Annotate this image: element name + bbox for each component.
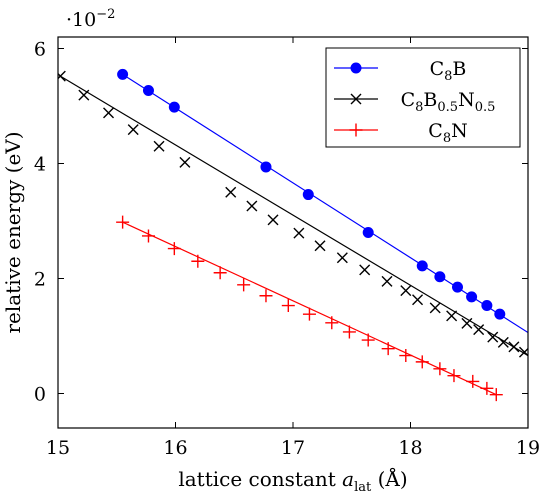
legend: C8B C8B0.5N0.5 C8N xyxy=(325,47,521,148)
x-tick-label: 19 xyxy=(516,437,540,459)
data-point xyxy=(489,388,503,402)
x-axis-title: lattice constant alat (Å) xyxy=(178,466,407,495)
y-tick-label: 0 xyxy=(34,384,46,406)
x-tick-label: 15 xyxy=(46,437,70,459)
data-point xyxy=(415,355,429,369)
x-tick-label: 17 xyxy=(281,437,305,459)
y-scale-label: ·10−2 xyxy=(66,7,115,31)
legend-label: C8B0.5N0.5 xyxy=(401,89,496,115)
data-point xyxy=(141,229,155,243)
data-point xyxy=(350,62,362,74)
data-point xyxy=(103,107,115,119)
y-scale-exponent: −2 xyxy=(96,7,115,22)
data-point xyxy=(78,89,90,101)
series-1 xyxy=(117,68,528,334)
data-point xyxy=(260,161,272,173)
x-axis-title-prefix: lattice constant xyxy=(178,467,342,491)
data-point xyxy=(213,266,227,280)
data-point xyxy=(452,281,463,293)
legend-entry-2: C8B0.5N0.5 xyxy=(334,89,495,115)
data-point xyxy=(293,227,305,239)
data-point xyxy=(487,331,499,343)
data-point xyxy=(362,227,374,238)
data-point xyxy=(237,278,251,292)
data-point xyxy=(153,140,165,152)
series-line xyxy=(60,75,528,357)
data-point xyxy=(225,186,237,198)
data-point xyxy=(127,124,139,136)
data-point xyxy=(142,84,154,96)
data-point xyxy=(302,189,314,201)
data-point xyxy=(494,308,506,320)
legend-label: C8N xyxy=(428,120,467,146)
series-2 xyxy=(58,70,528,358)
y-scale-base: ·10 xyxy=(66,9,96,31)
legend-entry-1: C8B xyxy=(334,58,466,84)
series-3 xyxy=(116,215,503,402)
y-tick-label: 2 xyxy=(34,269,46,291)
data-point xyxy=(399,349,413,363)
data-point xyxy=(336,252,348,264)
data-point xyxy=(461,317,473,329)
data-point xyxy=(381,275,393,287)
data-point xyxy=(349,123,363,137)
data-point xyxy=(117,68,129,80)
y-tick-label: 6 xyxy=(34,39,46,61)
ticks-layer xyxy=(57,37,529,428)
x-axis-title-subscript: lat xyxy=(354,480,372,495)
legend-label: C8B xyxy=(430,58,467,84)
data-point xyxy=(416,260,428,272)
x-axis-title-variable: a xyxy=(342,467,354,491)
data-point xyxy=(359,264,371,276)
data-point xyxy=(481,300,493,312)
data-point xyxy=(58,70,66,82)
data-point xyxy=(259,289,273,303)
y-axis-title: relative energy (eV) xyxy=(1,131,25,333)
data-point xyxy=(191,254,205,268)
data-point xyxy=(497,336,509,348)
data-point xyxy=(466,291,478,303)
data-point xyxy=(281,299,295,313)
data-point xyxy=(400,285,412,297)
y-tick-label: 4 xyxy=(34,154,46,176)
data-point xyxy=(314,240,326,252)
data-point xyxy=(325,316,339,330)
data-point xyxy=(447,369,461,383)
x-tick-label: 18 xyxy=(398,437,422,459)
data-point xyxy=(381,342,395,356)
data-point xyxy=(342,325,356,339)
data-point xyxy=(434,271,446,283)
data-point xyxy=(480,381,494,395)
data-point xyxy=(168,101,180,113)
data-point xyxy=(179,156,191,168)
data-point xyxy=(473,324,485,336)
tick-labels: 15 16 17 18 19 0 2 4 6 xyxy=(34,39,540,460)
data-point xyxy=(508,341,520,353)
data-point xyxy=(446,310,458,322)
data-point xyxy=(433,362,447,376)
data-point xyxy=(267,214,279,226)
data-point xyxy=(429,302,441,314)
x-axis-title-unit: (Å) xyxy=(371,466,407,491)
data-point xyxy=(302,307,316,321)
data-point xyxy=(167,242,181,256)
data-point xyxy=(466,374,480,388)
data-point xyxy=(361,333,375,347)
data-point xyxy=(350,93,362,105)
x-tick-label: 16 xyxy=(163,437,187,459)
data-point xyxy=(246,200,258,212)
data-point xyxy=(412,294,424,306)
data-point xyxy=(116,215,130,229)
legend-entry-3: C8N xyxy=(334,120,468,146)
series-layer xyxy=(58,68,528,402)
